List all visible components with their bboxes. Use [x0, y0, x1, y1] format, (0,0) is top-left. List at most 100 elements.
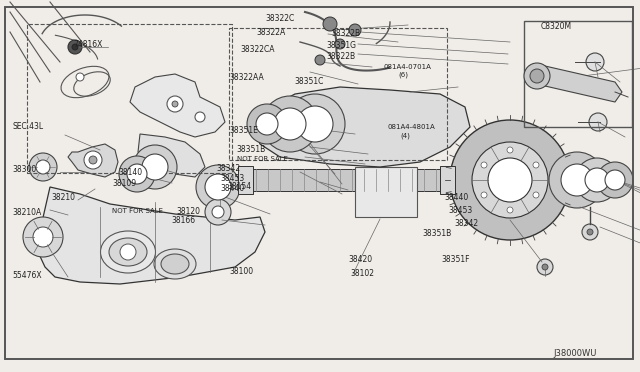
Polygon shape: [130, 74, 225, 137]
Ellipse shape: [154, 249, 196, 279]
Polygon shape: [255, 87, 470, 167]
Polygon shape: [68, 144, 118, 177]
Text: 38140: 38140: [118, 169, 143, 177]
Text: 38109: 38109: [112, 179, 136, 187]
Text: 38351E: 38351E: [229, 126, 258, 135]
Circle shape: [542, 264, 548, 270]
Bar: [248, 169, 445, 191]
Circle shape: [524, 63, 550, 89]
Circle shape: [472, 142, 548, 218]
Bar: [440, 166, 455, 194]
Circle shape: [76, 73, 84, 81]
Circle shape: [450, 120, 570, 240]
Text: NOT FOR SALE: NOT FOR SALE: [112, 208, 163, 214]
Text: (6): (6): [398, 72, 408, 78]
Circle shape: [205, 199, 231, 225]
Circle shape: [196, 165, 240, 209]
Circle shape: [488, 158, 532, 202]
Circle shape: [323, 17, 337, 31]
Circle shape: [29, 153, 57, 181]
Text: 38322CA: 38322CA: [240, 45, 275, 54]
Bar: [355, 167, 417, 217]
Text: 38440: 38440: [445, 193, 469, 202]
Text: J38000WU: J38000WU: [554, 349, 597, 358]
Circle shape: [537, 259, 553, 275]
Polygon shape: [138, 134, 205, 177]
Bar: [238, 166, 253, 194]
Text: 38120: 38120: [176, 207, 200, 216]
Text: 081A4-4801A: 081A4-4801A: [387, 124, 435, 130]
Circle shape: [297, 106, 333, 142]
Ellipse shape: [100, 231, 156, 273]
Circle shape: [335, 39, 345, 49]
Circle shape: [585, 168, 609, 192]
Circle shape: [119, 156, 155, 192]
Text: 38210A: 38210A: [13, 208, 42, 217]
Circle shape: [587, 229, 593, 235]
Text: 38322C: 38322C: [266, 14, 295, 23]
Polygon shape: [38, 187, 265, 284]
Text: 38154: 38154: [227, 182, 252, 190]
Text: 38351C: 38351C: [294, 77, 324, 86]
Circle shape: [84, 151, 102, 169]
Circle shape: [315, 55, 325, 65]
Text: 38351B: 38351B: [422, 229, 452, 238]
Text: 38351B: 38351B: [237, 145, 266, 154]
Circle shape: [89, 156, 97, 164]
Text: 38351F: 38351F: [442, 255, 470, 264]
Circle shape: [575, 158, 619, 202]
Circle shape: [142, 154, 168, 180]
Circle shape: [195, 112, 205, 122]
Text: 55476X: 55476X: [13, 271, 42, 280]
Circle shape: [549, 152, 605, 208]
Circle shape: [33, 227, 53, 247]
Circle shape: [507, 147, 513, 153]
Circle shape: [285, 94, 345, 154]
Circle shape: [530, 69, 544, 83]
Text: 38453: 38453: [221, 174, 245, 183]
Text: SEC.43L: SEC.43L: [13, 122, 44, 131]
Text: (4): (4): [400, 132, 410, 139]
Circle shape: [120, 244, 136, 260]
Circle shape: [481, 162, 487, 168]
Text: 38322B: 38322B: [332, 29, 361, 38]
Text: 38300: 38300: [13, 165, 37, 174]
Circle shape: [172, 101, 178, 107]
Circle shape: [133, 145, 177, 189]
Text: 38351G: 38351G: [326, 41, 356, 50]
Circle shape: [127, 164, 147, 184]
Bar: [27, 24, 232, 173]
Text: 38322A: 38322A: [256, 28, 285, 37]
Circle shape: [167, 96, 183, 112]
Text: 38453: 38453: [448, 206, 472, 215]
Text: NOT FOR SALE: NOT FOR SALE: [237, 156, 288, 162]
Circle shape: [533, 162, 539, 168]
Text: 38420: 38420: [349, 255, 373, 264]
Circle shape: [36, 160, 50, 174]
Ellipse shape: [109, 238, 147, 266]
Circle shape: [507, 207, 513, 213]
Circle shape: [274, 108, 306, 140]
Circle shape: [256, 113, 278, 135]
Text: 38210: 38210: [51, 193, 76, 202]
Circle shape: [561, 164, 593, 196]
Circle shape: [597, 162, 633, 198]
Text: 38440: 38440: [221, 185, 245, 193]
Text: 38322B: 38322B: [326, 52, 356, 61]
Ellipse shape: [161, 254, 189, 274]
Circle shape: [205, 174, 231, 200]
Text: 38100: 38100: [229, 267, 253, 276]
Circle shape: [247, 104, 287, 144]
Circle shape: [605, 170, 625, 190]
Circle shape: [72, 44, 78, 50]
Text: 38322AA: 38322AA: [229, 73, 264, 81]
Circle shape: [533, 192, 539, 198]
Bar: [229, 28, 447, 160]
Text: 74816X: 74816X: [74, 40, 103, 49]
Text: 081A4-0701A: 081A4-0701A: [384, 64, 432, 70]
Text: C8320M: C8320M: [541, 22, 572, 31]
Text: 38102: 38102: [351, 269, 375, 278]
Text: 38166: 38166: [172, 216, 196, 225]
Text: 38342: 38342: [454, 219, 479, 228]
Circle shape: [586, 53, 604, 71]
